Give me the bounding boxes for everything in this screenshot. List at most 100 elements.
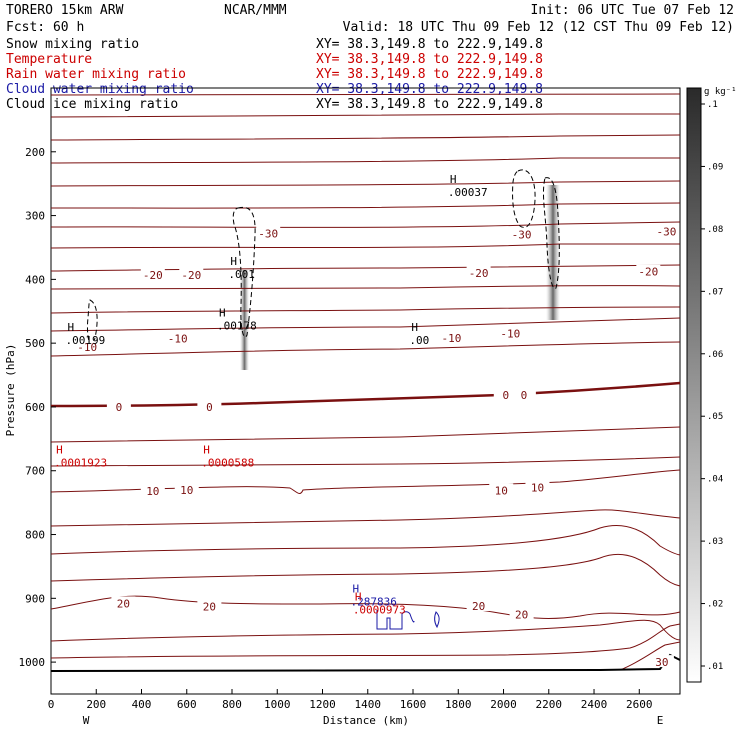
- colorbar-tick-label: .1: [707, 100, 718, 110]
- x-tick-label: 200: [86, 698, 106, 711]
- maximum-value: .0000973: [353, 603, 406, 616]
- temperature-label: -30: [258, 227, 278, 240]
- temperature-label: 0: [116, 401, 123, 414]
- maximum-h-marker: H: [203, 444, 210, 457]
- temperature-label-bg: [466, 598, 491, 611]
- plot-frame: [50, 87, 681, 695]
- maximum-value: .001: [228, 268, 255, 281]
- temperature-label: -20: [181, 269, 201, 282]
- colorbar-tick-label: .04: [707, 475, 723, 485]
- x-tick-label: 2200: [536, 698, 563, 711]
- x-tick-label: 1400: [355, 698, 382, 711]
- temperature-label: -10: [77, 341, 97, 354]
- temperature-label-bg: [649, 655, 674, 668]
- legend-field-xy: XY= 38.3,149.8 to 222.9,149.8: [316, 37, 543, 52]
- colorbar-tick-label: .05: [707, 412, 723, 422]
- isotherm: [50, 595, 681, 619]
- isotherm: [50, 553, 681, 587]
- plot-area: -30 -30 -30-20 -20 -20 -20-10-10 -10 -100 00 010 1…: [50, 87, 681, 695]
- temperature-label: 0: [521, 389, 528, 402]
- y-tick-label: 900: [25, 592, 45, 605]
- valid-time: Valid: 18 UTC Thu 09 Feb 12 (12 CST Thu …: [343, 20, 734, 35]
- legend-field-xy: XY= 38.3,149.8 to 222.9,149.8: [316, 97, 543, 112]
- cloud-ice-contour: [543, 177, 560, 289]
- y-axis: 200 300 400 500 600 700 800 900 1000: [19, 146, 56, 669]
- temperature-label-bg: [509, 607, 534, 620]
- legend-field-name: Rain water mixing ratio: [6, 67, 186, 82]
- temperature-label-bg: [654, 224, 679, 237]
- colorbar-tick-label: .02: [707, 600, 723, 610]
- temperature-label: -30: [656, 226, 676, 239]
- legend-field-name: Cloud water mixing ratio: [6, 82, 194, 97]
- temperature-label-bg: [509, 227, 534, 240]
- temperature-label: -20: [638, 266, 658, 279]
- x-tick-label: 1200: [309, 698, 336, 711]
- colorbar-tick-label: .09: [707, 162, 723, 172]
- temperature-label-bg: [439, 331, 464, 344]
- cloud-ice-contour: [87, 299, 98, 347]
- temperature-label: -30: [512, 229, 532, 242]
- x-tick-label: 2000: [490, 698, 517, 711]
- x-tick-label: 1800: [445, 698, 472, 711]
- x-axis-label: Distance (km): [323, 714, 409, 727]
- colorbar-tick-label: .03: [707, 537, 723, 547]
- colorbar-tick-label: .01: [707, 662, 723, 672]
- isotherm: [50, 509, 681, 527]
- organization: NCAR/MMM: [224, 3, 287, 18]
- maximum-value: .00037: [448, 186, 488, 199]
- temperature-label: -10: [168, 333, 188, 346]
- temperature-label-bg: [75, 339, 100, 352]
- maximum-h-marker: H: [353, 583, 360, 596]
- temperature-label-bg: [111, 596, 136, 609]
- isotherm: [50, 317, 681, 332]
- maximum-value: .00: [409, 334, 429, 347]
- temperature-label: 10: [180, 484, 193, 497]
- maximum-value: .287836: [351, 596, 397, 609]
- temperature-label-bg: [165, 331, 190, 344]
- isotherm: [50, 619, 681, 642]
- temperature-label-bg: [174, 482, 199, 495]
- isotherm: [50, 525, 681, 556]
- temperature-label: 0: [502, 389, 509, 402]
- legend-field-xy: XY= 38.3,149.8 to 222.9,149.8: [316, 82, 543, 97]
- temperature-labels: -30 -30 -30-20 -20 -20 -20-10-10 -10 -100 00 010 1…: [75, 224, 679, 669]
- cloud-water-contour: [434, 611, 440, 629]
- y-tick-label: 800: [25, 529, 45, 542]
- x-tick-label: 0: [48, 698, 55, 711]
- init-time: Init: 06 UTC Tue 07 Feb 12: [531, 3, 735, 18]
- x-tick-label: 2600: [626, 698, 653, 711]
- temperature-label: 0: [206, 401, 213, 414]
- temperature-label-bg: [636, 264, 661, 277]
- temperature-label-bg: [256, 226, 281, 239]
- maximum-value: .0000588: [201, 457, 254, 470]
- temperature-label: -10: [500, 328, 520, 341]
- cloud-ice-contour: [512, 169, 536, 228]
- temperature-label: 10: [146, 485, 159, 498]
- east-label: E: [657, 714, 664, 727]
- maximum-h-marker: H: [450, 173, 457, 186]
- cloud-water-contour: [376, 610, 415, 630]
- temperature-label-bg: [197, 599, 222, 612]
- temperature-label-bg: [489, 483, 514, 496]
- temperature-label: 20: [515, 608, 528, 621]
- isotherm: [50, 134, 681, 141]
- temperature-label: 20: [203, 601, 216, 614]
- colorbar-bar: [686, 87, 702, 683]
- x-tick-label: 600: [177, 698, 197, 711]
- snow-shading-west: [240, 270, 249, 370]
- maximum-h-marker: H: [355, 590, 362, 603]
- temperature-label: -20: [469, 267, 489, 280]
- temperature-label-bg: [179, 267, 204, 280]
- temperature-label-bg: [498, 326, 523, 339]
- maximum-value: .00199: [65, 334, 105, 347]
- temperature-label: 10: [495, 485, 508, 498]
- temperature-label: -20: [143, 269, 163, 282]
- isotherm: [50, 157, 680, 164]
- isotherm: [50, 221, 681, 228]
- colorbar-tick-label: .07: [707, 287, 723, 297]
- model-title: TORERO 15km ARW: [6, 3, 124, 18]
- isotherm: [50, 426, 681, 443]
- colorbar-units: g kg⁻¹: [704, 87, 737, 97]
- y-axis-label: Pressure (hPa): [4, 344, 17, 437]
- isotherm: [50, 243, 680, 249]
